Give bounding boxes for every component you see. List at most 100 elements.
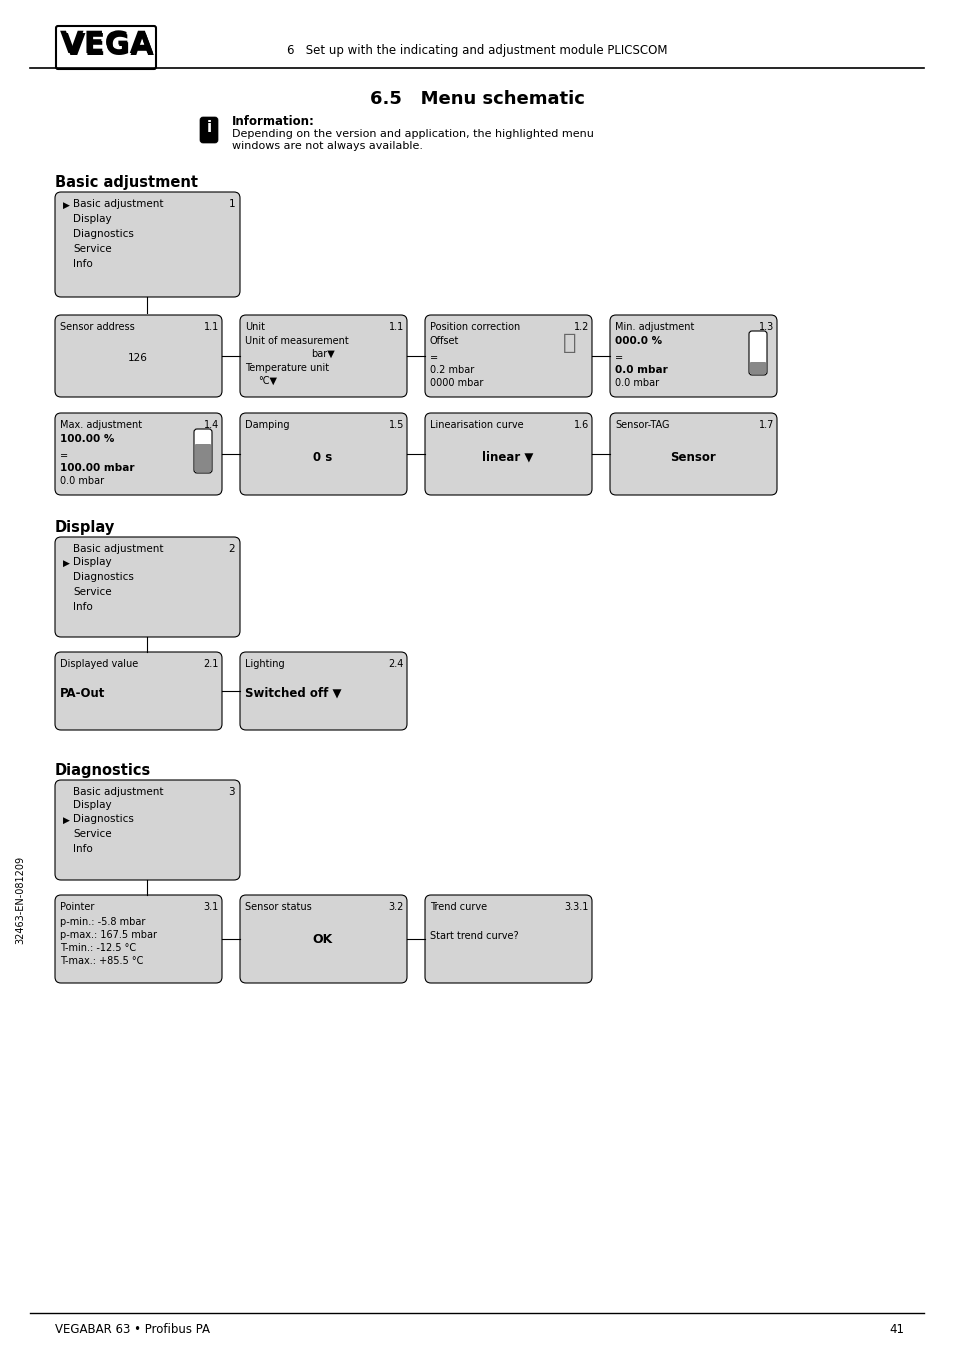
Text: =: =	[430, 353, 437, 363]
Text: 1.5: 1.5	[388, 420, 403, 431]
Text: ▶: ▶	[63, 200, 70, 210]
FancyBboxPatch shape	[424, 895, 592, 983]
Text: PA-Out: PA-Out	[60, 686, 105, 700]
Text: °C▼: °C▼	[257, 376, 276, 386]
FancyBboxPatch shape	[55, 413, 222, 496]
Text: 1.2: 1.2	[573, 322, 588, 332]
Text: p-max.: 167.5 mbar: p-max.: 167.5 mbar	[60, 930, 157, 940]
Text: 2.1: 2.1	[203, 659, 219, 669]
Text: linear ▼: linear ▼	[482, 451, 533, 464]
Text: Diagnostics: Diagnostics	[73, 229, 133, 240]
Text: Switched off ▼: Switched off ▼	[245, 686, 341, 700]
Text: Damping: Damping	[245, 420, 289, 431]
Text: Min. adjustment: Min. adjustment	[615, 322, 694, 332]
Text: Service: Service	[73, 588, 112, 597]
FancyBboxPatch shape	[609, 315, 776, 397]
Text: VEGA: VEGA	[62, 32, 154, 61]
FancyBboxPatch shape	[748, 330, 766, 375]
FancyBboxPatch shape	[55, 538, 240, 636]
Text: 1.7: 1.7	[758, 420, 773, 431]
Text: bar▼: bar▼	[311, 349, 335, 359]
Text: Displayed value: Displayed value	[60, 659, 138, 669]
FancyBboxPatch shape	[55, 895, 222, 983]
Text: ⦿: ⦿	[562, 333, 576, 353]
Text: Information:: Information:	[232, 115, 314, 129]
Text: p-min.: -5.8 mbar: p-min.: -5.8 mbar	[60, 917, 145, 927]
FancyBboxPatch shape	[240, 413, 407, 496]
FancyBboxPatch shape	[749, 362, 765, 374]
Text: 1: 1	[228, 199, 234, 209]
Text: 3: 3	[228, 787, 234, 798]
Text: 41: 41	[888, 1323, 903, 1336]
Text: 0000 mbar: 0000 mbar	[430, 378, 483, 389]
Text: ▶: ▶	[63, 559, 70, 567]
Text: Position correction: Position correction	[430, 322, 519, 332]
Text: 126: 126	[128, 353, 148, 363]
Text: 3.3.1: 3.3.1	[564, 902, 588, 913]
Text: 1.4: 1.4	[204, 420, 219, 431]
Text: Sensor address: Sensor address	[60, 322, 134, 332]
Text: 000.0 %: 000.0 %	[615, 336, 661, 347]
Text: Start trend curve?: Start trend curve?	[430, 932, 518, 941]
Text: 6.5   Menu schematic: 6.5 Menu schematic	[369, 89, 584, 108]
Text: Trend curve: Trend curve	[430, 902, 487, 913]
Text: 1.6: 1.6	[573, 420, 588, 431]
Text: T-max.: +85.5 °C: T-max.: +85.5 °C	[60, 956, 143, 965]
Text: Basic adjustment: Basic adjustment	[55, 175, 198, 190]
FancyBboxPatch shape	[56, 26, 156, 69]
Text: Diagnostics: Diagnostics	[73, 571, 133, 582]
Text: Display: Display	[73, 800, 112, 810]
Text: 0.2 mbar: 0.2 mbar	[430, 366, 474, 375]
Text: Diagnostics: Diagnostics	[73, 814, 133, 825]
Text: =: =	[60, 451, 68, 460]
Text: 2: 2	[228, 544, 234, 554]
Text: Max. adjustment: Max. adjustment	[60, 420, 142, 431]
Text: 1.1: 1.1	[204, 322, 219, 332]
Text: 1.3: 1.3	[758, 322, 773, 332]
Text: 1.1: 1.1	[388, 322, 403, 332]
Text: Unit: Unit	[245, 322, 265, 332]
FancyBboxPatch shape	[424, 315, 592, 397]
Text: Pointer: Pointer	[60, 902, 94, 913]
Text: Display: Display	[73, 214, 112, 223]
Text: 100.00 mbar: 100.00 mbar	[60, 463, 134, 473]
Text: Display: Display	[73, 556, 112, 567]
Text: Linearisation curve: Linearisation curve	[430, 420, 523, 431]
FancyBboxPatch shape	[240, 653, 407, 730]
Text: Service: Service	[73, 829, 112, 839]
FancyBboxPatch shape	[240, 315, 407, 397]
Text: VEGA: VEGA	[60, 30, 152, 60]
Text: Depending on the version and application, the highlighted menu
windows are not a: Depending on the version and application…	[232, 129, 594, 150]
FancyBboxPatch shape	[55, 192, 240, 297]
Text: 3.2: 3.2	[388, 902, 403, 913]
FancyBboxPatch shape	[55, 780, 240, 880]
Text: 3.1: 3.1	[204, 902, 219, 913]
Text: 0 s: 0 s	[313, 451, 333, 464]
Text: Basic adjustment: Basic adjustment	[73, 787, 163, 798]
FancyBboxPatch shape	[240, 895, 407, 983]
Text: Basic adjustment: Basic adjustment	[73, 544, 163, 554]
FancyBboxPatch shape	[55, 653, 222, 730]
FancyBboxPatch shape	[200, 116, 218, 144]
Text: Display: Display	[55, 520, 115, 535]
Text: ▶: ▶	[63, 816, 70, 825]
Text: 0.0 mbar: 0.0 mbar	[615, 378, 659, 389]
Text: Sensor: Sensor	[669, 451, 715, 464]
Text: 6   Set up with the indicating and adjustment module PLICSCOM: 6 Set up with the indicating and adjustm…	[287, 43, 666, 57]
FancyBboxPatch shape	[194, 444, 211, 473]
Text: Offset: Offset	[430, 336, 459, 347]
Text: Sensor-TAG: Sensor-TAG	[615, 420, 669, 431]
Text: Sensor status: Sensor status	[245, 902, 312, 913]
FancyBboxPatch shape	[193, 429, 212, 473]
Text: 0.0 mbar: 0.0 mbar	[615, 366, 667, 375]
Text: 0.0 mbar: 0.0 mbar	[60, 477, 104, 486]
Text: Info: Info	[73, 603, 92, 612]
Text: Diagnostics: Diagnostics	[55, 764, 152, 779]
Text: i: i	[206, 121, 212, 135]
Text: OK: OK	[313, 933, 333, 946]
Text: Basic adjustment: Basic adjustment	[73, 199, 163, 209]
Text: Lighting: Lighting	[245, 659, 284, 669]
Text: 2.4: 2.4	[388, 659, 403, 669]
Text: VEGABAR 63 • Profibus PA: VEGABAR 63 • Profibus PA	[55, 1323, 210, 1336]
Text: Info: Info	[73, 844, 92, 854]
